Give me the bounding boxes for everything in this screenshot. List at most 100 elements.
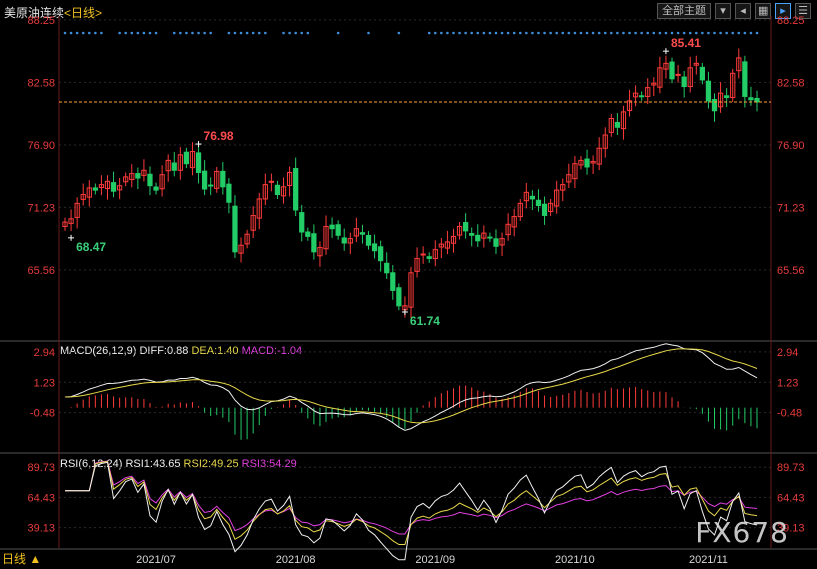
candle-body — [632, 92, 639, 98]
candle-body — [590, 160, 596, 164]
top-marker-dot — [288, 31, 291, 35]
candle-body — [408, 272, 414, 308]
top-marker-dot — [300, 31, 304, 35]
candle-body — [268, 180, 275, 183]
candle-body — [608, 117, 614, 133]
top-marker-dot — [294, 31, 297, 35]
candle-body — [711, 99, 718, 112]
candle-body — [256, 198, 262, 219]
candle-body — [639, 95, 645, 98]
candle-body — [159, 174, 165, 190]
candle-body — [317, 246, 323, 257]
top-marker-dot — [579, 31, 583, 35]
period-link[interactable]: <日线> — [64, 6, 103, 20]
rsi-tick-left: 39.13 — [27, 523, 55, 535]
candle-body — [554, 189, 560, 207]
top-marker-dot — [75, 31, 79, 35]
candle-body — [189, 151, 196, 169]
candle-body — [365, 235, 372, 246]
candle-body — [481, 232, 487, 239]
top-marker-dot — [688, 31, 692, 35]
top-marker-dot — [682, 31, 686, 35]
top-marker-dot — [731, 31, 735, 35]
rsi1-line — [65, 461, 758, 561]
top-marker-dot — [458, 31, 461, 35]
top-marker-dot — [191, 31, 194, 35]
macd-tick-right: 2.94 — [777, 347, 798, 359]
candle-body — [675, 73, 681, 76]
candle-body — [699, 66, 705, 81]
top-marker-dot — [634, 31, 637, 35]
top-marker-dot — [69, 31, 73, 35]
candle-body — [165, 159, 171, 172]
candle-body — [286, 171, 293, 186]
candle-body — [104, 180, 111, 190]
top-marker-dot — [628, 31, 631, 35]
period-toggle[interactable]: 日线 ▲ — [2, 552, 42, 566]
candle-body — [117, 185, 123, 191]
rsi-tick-left: 64.43 — [27, 492, 55, 504]
candle-body — [98, 184, 105, 188]
top-marker-dot — [512, 31, 516, 35]
candle-body — [341, 237, 347, 244]
date-tick-label: 2021/07 — [136, 554, 176, 566]
candle-body — [195, 152, 202, 173]
top-marker-dot — [336, 31, 340, 35]
top-marker-dot — [179, 31, 182, 35]
prev-icon[interactable]: ◂ — [735, 3, 751, 19]
candle-body — [456, 225, 463, 236]
candle-body — [438, 243, 444, 248]
candle-body — [396, 287, 402, 307]
theme-label: 全部主题 — [662, 5, 706, 17]
candle-body — [626, 100, 633, 112]
candle-body — [293, 168, 299, 211]
candle-body — [244, 233, 250, 245]
candle-body — [724, 95, 730, 99]
candle-body — [505, 223, 511, 236]
top-marker-dot — [488, 31, 492, 35]
candle-body — [147, 173, 153, 187]
top-marker-dot — [694, 31, 698, 35]
top-marker-dot — [130, 31, 134, 35]
chevron-down-icon[interactable]: ▾ — [715, 3, 731, 19]
top-marker-dot — [616, 31, 619, 35]
candle-body — [177, 154, 183, 171]
candle-body — [305, 231, 311, 237]
candle-body — [208, 184, 214, 187]
top-marker-dot — [87, 31, 91, 35]
price-tick-right: 82.58 — [777, 77, 805, 89]
candle-body — [645, 87, 651, 97]
extreme-label: 61.74 — [410, 314, 440, 328]
macd-diff-line — [64, 343, 758, 431]
theme-selector[interactable]: 全部主题 — [657, 3, 711, 19]
extreme-label: 68.47 — [76, 240, 106, 254]
candle-body — [754, 97, 760, 103]
symbol-name: 美原油连续 — [4, 6, 65, 20]
top-marker-dot — [518, 31, 522, 35]
grid-icon[interactable]: ▦ — [755, 3, 771, 19]
candle-body — [347, 238, 353, 244]
price-tick-left: 76.90 — [27, 140, 55, 152]
candle-body — [584, 158, 590, 168]
candle-body — [274, 184, 281, 196]
top-marker-dot — [549, 31, 552, 35]
candle-body — [141, 169, 147, 176]
candle-body — [110, 182, 117, 192]
candle-body — [663, 62, 669, 70]
candle-body — [748, 97, 754, 101]
top-marker-dot — [464, 31, 467, 35]
top-marker-dot — [591, 31, 595, 35]
top-marker-dot — [63, 31, 67, 35]
candle-body — [705, 80, 712, 102]
candle-body — [717, 92, 724, 108]
price-tick-right: 76.90 — [777, 140, 805, 152]
top-marker-dot — [251, 31, 255, 35]
candle-body — [353, 228, 359, 237]
price-tick-left: 82.58 — [27, 77, 55, 89]
top-marker-dot — [154, 31, 158, 35]
candle-body — [529, 195, 536, 200]
list-icon[interactable]: ☰ — [795, 3, 811, 19]
play-icon[interactable]: ▸ — [775, 3, 791, 19]
candle-body — [62, 221, 68, 227]
